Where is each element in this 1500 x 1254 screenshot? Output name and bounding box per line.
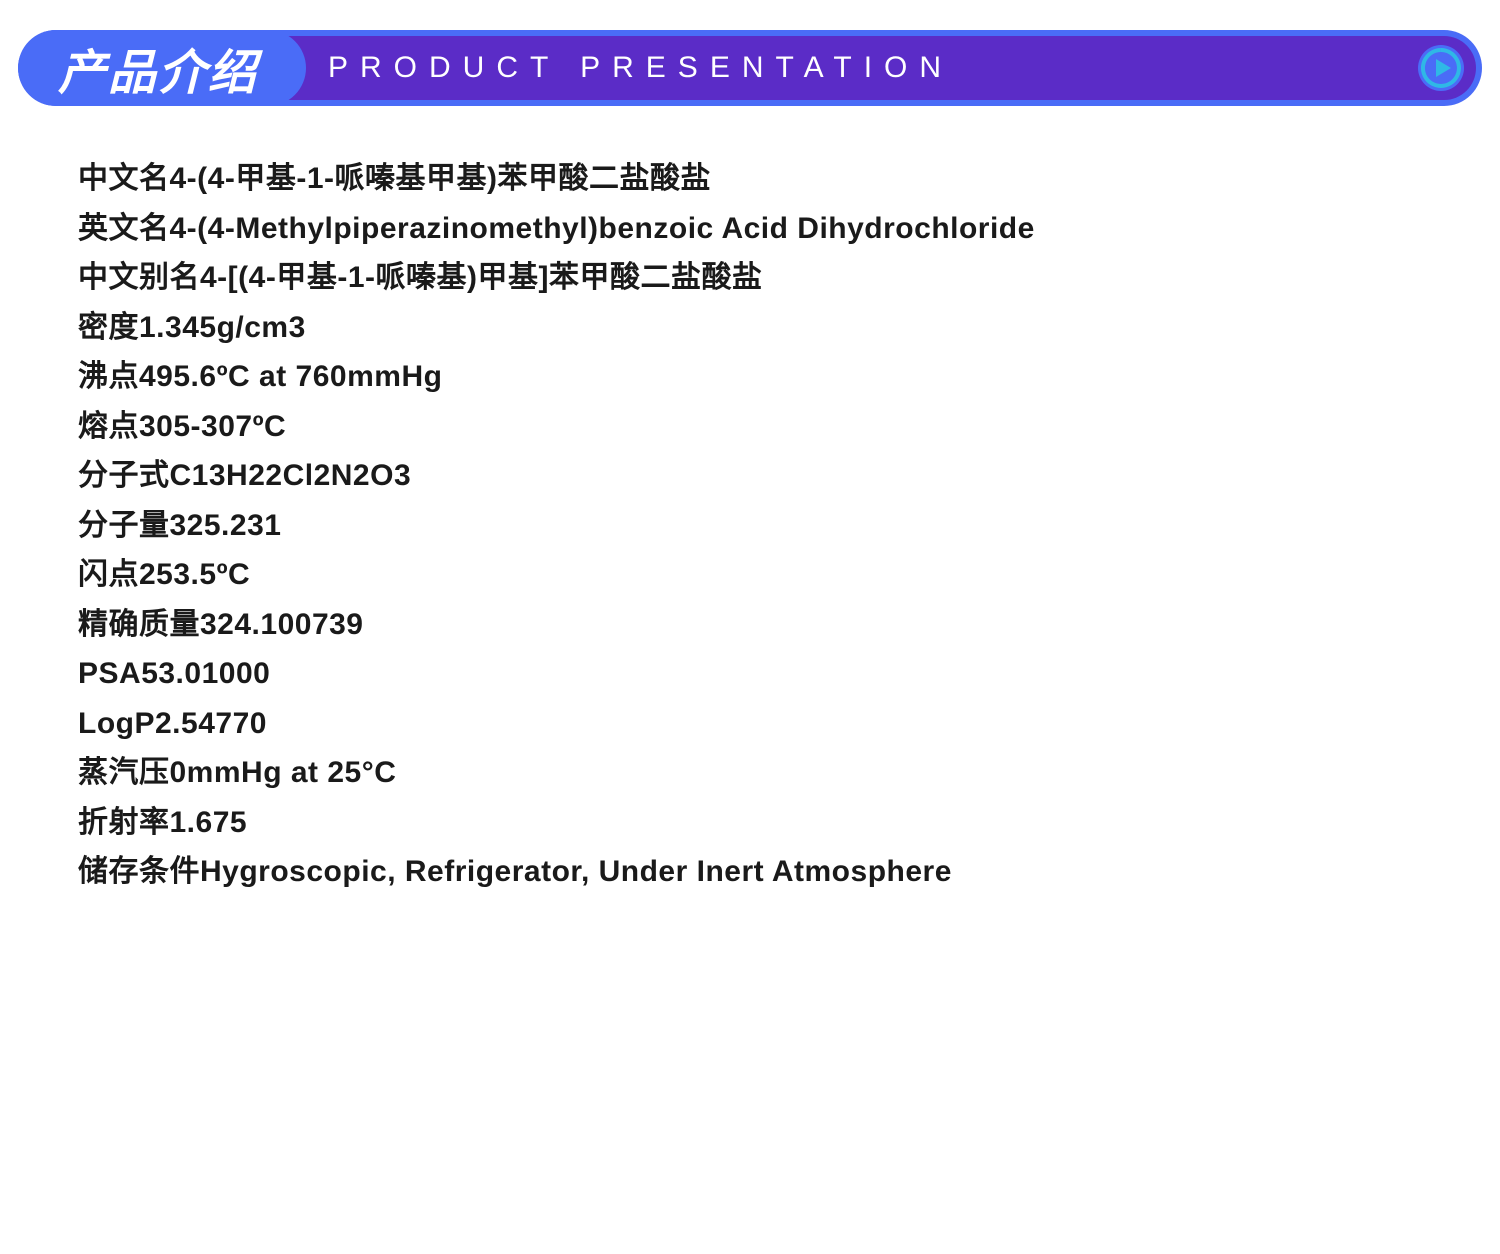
property-value: Hygroscopic, Refrigerator, Under Inert A…: [200, 855, 952, 888]
property-row: 蒸汽压0mmHg at 25°C: [78, 748, 1422, 798]
property-value: 4-[(4-甲基-1-哌嗪基)甲基]苯甲酸二盐酸盐: [200, 261, 762, 294]
property-label: PSA: [78, 657, 141, 690]
property-row: 储存条件Hygroscopic, Refrigerator, Under Ine…: [78, 847, 1422, 897]
property-row: 密度1.345g/cm3: [78, 303, 1422, 353]
property-row: PSA53.01000: [78, 649, 1422, 699]
header-title-en: PRODUCT PRESENTATION: [328, 51, 953, 85]
property-label: 中文名: [78, 162, 170, 195]
property-value: C13H22Cl2N2O3: [170, 459, 412, 492]
property-label: 分子量: [78, 509, 170, 542]
property-label: LogP: [78, 707, 155, 740]
properties-list: 中文名4-(4-甲基-1-哌嗪基甲基)苯甲酸二盐酸盐英文名4-(4-Methyl…: [0, 106, 1500, 897]
property-label: 密度: [78, 311, 139, 344]
property-label: 精确质量: [78, 608, 200, 641]
property-value: 325.231: [170, 509, 282, 542]
property-label: 闪点: [78, 558, 139, 591]
property-row: 中文别名4-[(4-甲基-1-哌嗪基)甲基]苯甲酸二盐酸盐: [78, 253, 1422, 303]
play-circle-icon: [1418, 45, 1464, 91]
property-value: 4-(4-Methylpiperazinomethyl)benzoic Acid…: [170, 212, 1035, 245]
property-row: 熔点305-307ºC: [78, 402, 1422, 452]
property-label: 英文名: [78, 212, 170, 245]
property-label: 沸点: [78, 360, 139, 393]
property-row: 闪点253.5ºC: [78, 550, 1422, 600]
property-label: 中文别名: [78, 261, 200, 294]
header-bar: 产品介绍 PRODUCT PRESENTATION: [18, 30, 1482, 106]
property-value: 495.6ºC at 760mmHg: [139, 360, 442, 393]
property-label: 熔点: [78, 410, 139, 443]
property-value: 1.675: [170, 806, 248, 839]
property-label: 折射率: [78, 806, 170, 839]
property-row: 分子式C13H22Cl2N2O3: [78, 451, 1422, 501]
header-title-badge: 产品介绍: [18, 30, 306, 106]
property-value: 2.54770: [155, 707, 267, 740]
property-value: 305-307ºC: [139, 410, 286, 443]
property-value: 1.345g/cm3: [139, 311, 306, 344]
property-row: 中文名4-(4-甲基-1-哌嗪基甲基)苯甲酸二盐酸盐: [78, 154, 1422, 204]
property-row: 英文名4-(4-Methylpiperazinomethyl)benzoic A…: [78, 204, 1422, 254]
property-label: 分子式: [78, 459, 170, 492]
property-row: 沸点495.6ºC at 760mmHg: [78, 352, 1422, 402]
property-value: 0mmHg at 25°C: [170, 756, 397, 789]
property-label: 蒸汽压: [78, 756, 170, 789]
property-row: 分子量325.231: [78, 501, 1422, 551]
header-title-cn: 产品介绍: [58, 33, 258, 103]
property-row: LogP2.54770: [78, 699, 1422, 749]
property-value: 324.100739: [200, 608, 364, 641]
property-value: 253.5ºC: [139, 558, 250, 591]
property-value: 4-(4-甲基-1-哌嗪基甲基)苯甲酸二盐酸盐: [170, 162, 712, 195]
property-row: 折射率1.675: [78, 798, 1422, 848]
property-row: 精确质量324.100739: [78, 600, 1422, 650]
property-label: 储存条件: [78, 855, 200, 888]
property-value: 53.01000: [141, 657, 270, 690]
